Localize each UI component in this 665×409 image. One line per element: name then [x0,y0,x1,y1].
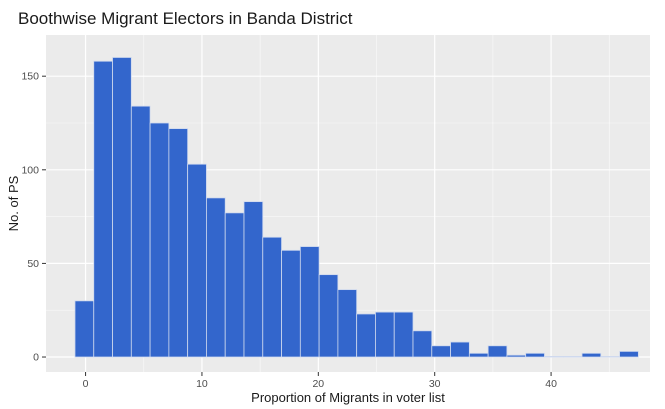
histogram-bar [149,122,170,358]
histogram-bar [93,60,113,358]
histogram-bar [393,311,414,358]
histogram-bar [130,105,151,358]
histogram-bar [525,352,545,358]
histogram-bar [487,345,508,358]
y-axis-ticks: 0 50 100 150 [21,71,46,364]
histogram-bar [243,201,264,358]
histogram-bar [281,249,301,358]
x-tick-label: 0 [83,378,89,390]
histogram-bar [581,352,602,358]
histogram-bar [337,289,358,358]
x-axis-ticks: 0 10 20 30 40 [83,372,557,390]
histogram-bar [450,341,470,358]
chart-title: Boothwise Migrant Electors in Banda Dist… [18,9,353,28]
histogram-bar [112,57,132,358]
x-tick-label: 40 [545,378,557,390]
histogram-bar [224,212,245,358]
x-tick-label: 30 [429,378,441,390]
x-tick-label: 10 [196,378,208,390]
y-tick-label: 150 [21,71,39,83]
histogram-bar [262,236,282,358]
y-tick-label: 0 [33,352,39,364]
histogram-bar [468,352,489,358]
histogram-bar [74,300,95,358]
y-axis-title: No. of PS [6,175,21,231]
histogram-bar [187,163,207,358]
histogram-bars [74,57,639,358]
histogram-bar [600,356,620,358]
histogram-bar [562,356,583,358]
histogram-bar [168,128,189,358]
histogram-bar [299,246,320,358]
histogram-bar [375,311,395,358]
histogram-bar [619,351,639,358]
histogram-bar [318,274,339,358]
y-tick-label: 100 [21,164,39,176]
x-axis-title: Proportion of Migrants in voter list [251,390,445,405]
y-tick-label: 50 [27,258,39,270]
histogram-bar [206,197,226,358]
histogram-bar [431,345,451,358]
x-tick-label: 20 [312,378,324,390]
histogram-bar [412,330,433,358]
histogram-bar [356,313,376,358]
histogram-bar [544,356,564,358]
histogram-bar [506,354,527,358]
